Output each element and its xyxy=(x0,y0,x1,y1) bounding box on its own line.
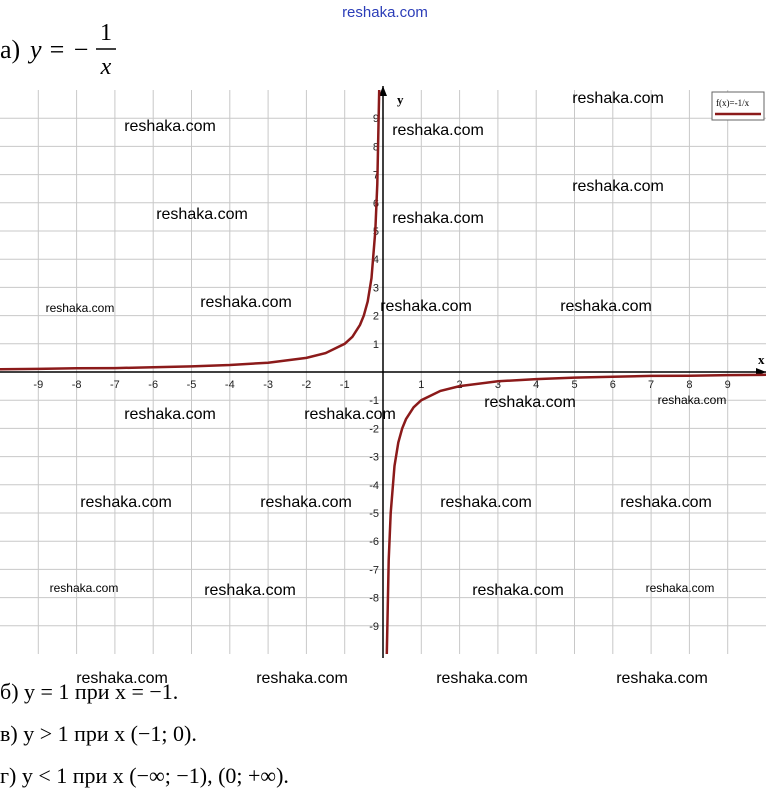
watermark: reshaka.com xyxy=(620,494,712,511)
watermark: reshaka.com xyxy=(560,298,652,315)
watermark: reshaka.com xyxy=(472,582,564,599)
watermark: reshaka.com xyxy=(200,294,292,311)
x-tick-label: -5 xyxy=(187,379,197,391)
x-tick-label: -2 xyxy=(302,379,312,391)
x-tick-label: -4 xyxy=(225,379,235,391)
watermark: reshaka.com xyxy=(436,670,528,687)
watermark: reshaka.com xyxy=(380,298,472,315)
watermark: reshaka.com xyxy=(572,178,664,195)
answer-line: г) y < 1 при x (−∞; −1), (0; +∞). xyxy=(0,763,289,788)
y-tick-label: 4 xyxy=(373,254,379,266)
watermark: reshaka.com xyxy=(256,670,348,687)
x-tick-label: -7 xyxy=(110,379,120,391)
x-axis-label: x xyxy=(758,352,765,367)
y-tick-label: 2 xyxy=(373,311,379,323)
y-tick-label: -3 xyxy=(369,452,379,464)
x-tick-label: -8 xyxy=(72,379,82,391)
watermark: reshaka.com xyxy=(304,406,396,423)
legend-box xyxy=(711,91,765,121)
watermark: reshaka.com xyxy=(392,210,484,227)
x-tick-label: -1 xyxy=(340,379,350,391)
site-header: reshaka.com xyxy=(342,4,428,21)
watermark: reshaka.com xyxy=(392,122,484,139)
denominator: x xyxy=(100,54,112,80)
watermark: reshaka.com xyxy=(76,670,168,687)
y-tick-label: 8 xyxy=(373,141,379,153)
formula-lhs: y = − xyxy=(27,35,90,64)
watermark: reshaka.com xyxy=(204,582,296,599)
x-tick-label: 8 xyxy=(686,379,692,391)
watermark: reshaka.com xyxy=(124,118,216,135)
y-arrow xyxy=(379,86,387,96)
watermarks: reshaka.com reshaka.com reshaka.com reshaka… xyxy=(46,90,727,687)
y-tick-label: -1 xyxy=(369,395,379,407)
x-tick-label: 4 xyxy=(533,379,539,391)
watermark: reshaka.com xyxy=(440,494,532,511)
legend-label: f(x)=-1/x xyxy=(716,98,750,108)
x-tick-label: 6 xyxy=(610,379,616,391)
answer-line: в) y > 1 при x (−1; 0). xyxy=(0,721,197,746)
watermark: reshaka.com xyxy=(646,581,715,595)
watermark: reshaka.com xyxy=(156,206,248,223)
y-tick-label: 1 xyxy=(373,339,379,351)
answer-line: б) y = 1 при x = −1. xyxy=(0,679,178,704)
x-tick-label: -9 xyxy=(33,379,43,391)
watermark: reshaka.com xyxy=(616,670,708,687)
function-curve xyxy=(0,89,767,655)
x-tick-label: 9 xyxy=(725,379,731,391)
numerator: 1 xyxy=(100,20,112,46)
plot: -9 -8 -7 -6 -5 -4 -3 -2 -1 1 2 3 4 5 6 7 8 9 -9 -8 -7 -6 -5 -4 -… xyxy=(0,86,767,658)
watermark: reshaka.com xyxy=(124,406,216,423)
watermark: reshaka.com xyxy=(572,90,664,107)
y-axis-label: y xyxy=(397,92,404,107)
x-tick-label: 5 xyxy=(571,379,577,391)
y-tick-label: 7 xyxy=(373,170,379,182)
y-tick-label: -6 xyxy=(369,536,379,548)
x-tick-label: 1 xyxy=(418,379,424,391)
y-tick-label: -9 xyxy=(369,621,379,633)
watermark: reshaka.com xyxy=(50,581,119,595)
watermark: reshaka.com xyxy=(80,494,172,511)
y-tick-label: -4 xyxy=(369,480,379,492)
y-tick-label: 3 xyxy=(373,282,379,294)
legend: f(x)=-1/x xyxy=(711,91,765,121)
y-tick-label: -2 xyxy=(369,423,379,435)
watermark: reshaka.com xyxy=(46,301,115,315)
watermark: reshaka.com xyxy=(260,494,352,511)
x-tick-label: -3 xyxy=(263,379,273,391)
x-tick-label: 3 xyxy=(495,379,501,391)
task-label: а) xyxy=(0,35,20,64)
y-tick-label: -7 xyxy=(369,564,379,576)
x-tick-label: 7 xyxy=(648,379,654,391)
answers: б) y = 1 при x = −1. в) y > 1 при x (−1; … xyxy=(0,679,289,788)
y-tick-label: -5 xyxy=(369,508,379,520)
x-tick-label: -6 xyxy=(148,379,158,391)
watermark: reshaka.com xyxy=(484,394,576,411)
y-tick-label: -8 xyxy=(369,593,379,605)
y-tick-label: 9 xyxy=(373,113,379,125)
watermark: reshaka.com xyxy=(658,393,727,407)
